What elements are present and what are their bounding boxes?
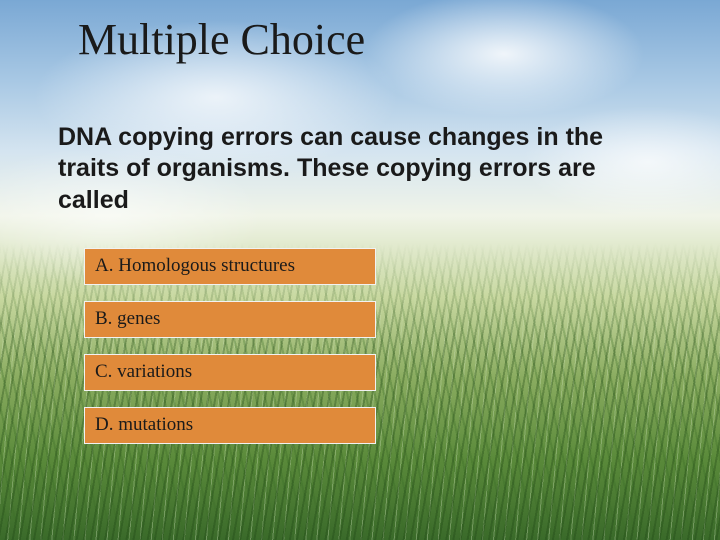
question-text: DNA copying errors can cause changes in …: [58, 122, 658, 216]
choices-list: A. Homologous structures B. genes C. var…: [84, 248, 376, 444]
slide-title: Multiple Choice: [78, 14, 365, 65]
choice-c[interactable]: C. variations: [84, 354, 376, 391]
choice-a[interactable]: A. Homologous structures: [84, 248, 376, 285]
slide: Multiple Choice DNA copying errors can c…: [0, 0, 720, 540]
choice-b[interactable]: B. genes: [84, 301, 376, 338]
choice-d[interactable]: D. mutations: [84, 407, 376, 444]
